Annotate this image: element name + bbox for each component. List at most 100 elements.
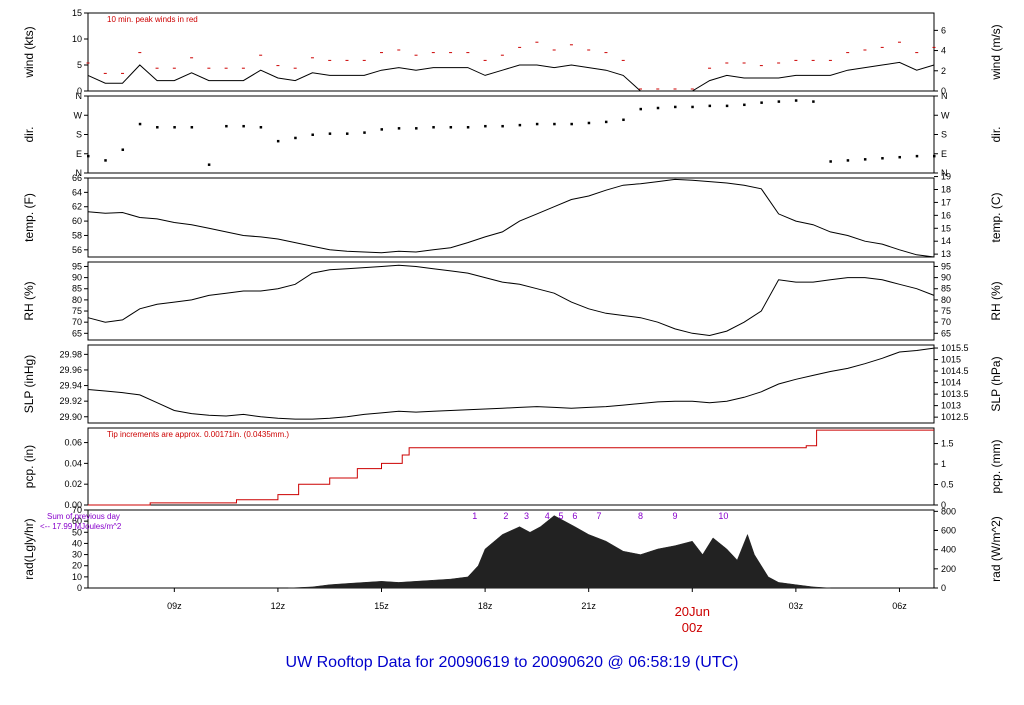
dir-point	[691, 105, 694, 109]
right-tick-label: 1014	[941, 378, 961, 388]
left-tick-label: E	[76, 149, 82, 159]
right-tick-label: S	[941, 130, 947, 140]
dir-point	[276, 139, 280, 143]
left-tick-label: 10	[72, 572, 82, 582]
dir-point	[432, 126, 435, 129]
sun-marker-label: 2	[503, 511, 508, 521]
time-tick-label: 03z	[789, 601, 804, 611]
right-tick-label: 4	[941, 46, 946, 56]
left-tick-label: 15	[72, 8, 82, 18]
right-tick-label: 1012.5	[941, 412, 969, 422]
left-tick-label: 29.90	[59, 412, 82, 422]
sun-marker-label: 6	[572, 511, 577, 521]
dir-point	[639, 107, 642, 111]
dir-point	[156, 126, 159, 129]
panel-temp: 56 58 60 62 64 66 13 14 15 16 17 18 19 temp. (F) temp.…	[22, 172, 1003, 260]
dir-point	[518, 123, 522, 127]
wind-annotation: 10 min. peak winds in red	[107, 15, 198, 24]
right-tick-label: 1013.5	[941, 389, 969, 399]
series-line-slp	[87, 347, 935, 420]
right-tick-label: 14	[941, 236, 951, 246]
left-tick-label: 10	[72, 34, 82, 44]
left-tick-label: N	[76, 91, 83, 101]
time-tick-label: 12z	[271, 601, 286, 611]
dir-point	[881, 157, 884, 160]
dir-point	[915, 154, 919, 158]
dir-point	[225, 124, 228, 128]
left-tick-label: 70	[72, 505, 82, 515]
dir-point	[725, 104, 729, 108]
panel-wind: 0 5 10 15 0 2 4 6 wind (kts) wind (m/s) 10 min. pe…	[22, 8, 1003, 96]
dir-point	[294, 136, 297, 140]
radiation-area	[288, 515, 831, 589]
dir-point	[345, 132, 349, 135]
left-tick-label: 58	[72, 230, 82, 240]
left-tick-label: 62	[72, 202, 82, 212]
left-tick-label: 0.02	[64, 479, 82, 489]
right-tick-label: 16	[941, 210, 951, 220]
right-tick-label: 1015	[941, 355, 961, 365]
pcp-annotation: Tip increments are approx. 0.00171in. (0…	[107, 430, 289, 439]
left-tick-label: 75	[72, 306, 82, 316]
right-tick-label: 0.5	[941, 480, 954, 490]
right-axis-label: temp. (C)	[989, 192, 1003, 242]
sun-marker-label: 8	[638, 511, 643, 521]
left-tick-label: 29.98	[59, 349, 82, 359]
series-line-pcp	[88, 429, 934, 506]
rad-annotation-line2: <-- 17.99 MJoules/m^2	[40, 522, 122, 531]
dir-point	[760, 101, 763, 104]
dir-point	[708, 104, 712, 108]
dir-point	[311, 133, 314, 136]
left-tick-label: 56	[72, 245, 82, 255]
series-line-rh	[87, 264, 935, 337]
left-tick-label: 0.06	[64, 438, 82, 448]
dir-point	[138, 122, 142, 126]
dir-point	[587, 121, 591, 125]
left-tick-label: 65	[72, 328, 82, 338]
series-line-wind	[87, 61, 935, 92]
time-tick-label-day: 00z	[682, 620, 703, 635]
left-axis-label: wind (kts)	[22, 26, 36, 78]
dir-point	[173, 126, 176, 129]
dir-point	[863, 158, 867, 161]
right-tick-label: 15	[941, 223, 951, 233]
left-tick-label: N	[76, 168, 83, 178]
panel-rad: 0102030405060700200400600800rad(Lgly/hr)…	[22, 505, 1003, 593]
series-line-temp	[87, 178, 935, 258]
right-tick-label: 90	[941, 273, 951, 283]
right-tick-label: 1013	[941, 401, 961, 411]
sun-marker-label: 10	[718, 511, 728, 521]
dir-point	[397, 127, 401, 130]
dir-point	[570, 122, 573, 126]
right-tick-label: N	[941, 91, 948, 101]
left-tick-label: 60	[72, 516, 82, 526]
left-tick-label: 0.04	[64, 458, 82, 468]
dir-point	[242, 124, 245, 128]
left-tick-label: S	[76, 130, 82, 140]
left-axis-label: dir.	[22, 126, 36, 142]
dir-point	[777, 100, 781, 103]
left-axis-label: rad(Lgly/hr)	[22, 518, 36, 579]
dir-point	[449, 126, 453, 129]
dir-point	[829, 160, 832, 163]
dir-point	[259, 126, 263, 129]
dir-point	[484, 124, 487, 128]
dir-point	[207, 163, 211, 166]
left-axis-label: pcp. (in)	[22, 445, 36, 488]
right-tick-label: 85	[941, 284, 951, 294]
time-tick-label: 21z	[581, 601, 596, 611]
right-tick-label: 6	[941, 25, 946, 35]
left-tick-label: 0	[77, 86, 82, 96]
dir-point	[898, 155, 901, 159]
left-tick-label: 90	[72, 273, 82, 283]
right-tick-label: 1015.5	[941, 343, 969, 353]
dir-point	[121, 148, 125, 151]
left-tick-label: 50	[72, 527, 82, 537]
right-tick-label: 2	[941, 66, 946, 76]
dir-point	[87, 154, 90, 158]
right-tick-label: 600	[941, 526, 956, 536]
right-tick-label: 1	[941, 459, 946, 469]
right-tick-label: 19	[941, 172, 951, 182]
